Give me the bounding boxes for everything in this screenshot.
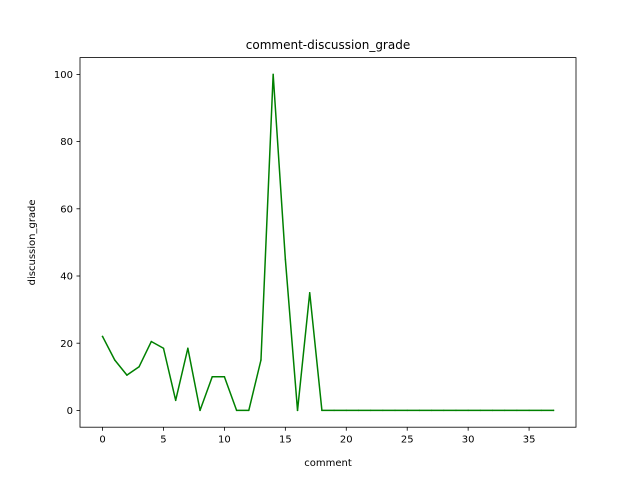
- data-point: [235, 409, 238, 412]
- data-point: [552, 409, 555, 412]
- data-point: [223, 376, 226, 378]
- y-tick-label: 0: [67, 406, 73, 417]
- data-point: [394, 409, 396, 412]
- data-point: [113, 359, 116, 361]
- data-point: [516, 409, 518, 412]
- data-point: [479, 409, 482, 412]
- data-point: [369, 409, 372, 412]
- x-tick-label: 30: [462, 435, 475, 446]
- x-tick-label: 35: [523, 435, 536, 446]
- data-point: [430, 409, 433, 412]
- series-line-0: [101, 73, 555, 412]
- data-point: [162, 347, 165, 349]
- plot-area: [101, 73, 555, 412]
- data-point: [406, 409, 408, 412]
- data-point: [260, 359, 262, 361]
- axes-frame: [79, 57, 577, 428]
- data-point: [382, 409, 384, 412]
- chart-title: comment-discussion_grade: [246, 38, 410, 52]
- data-point: [211, 376, 213, 378]
- data-point: [248, 409, 250, 412]
- axis-ticks: 0 5 10 15 20 25 30 35 0 20 40 60 80 100: [54, 70, 536, 446]
- y-tick-label: 80: [60, 137, 73, 148]
- x-tick-label: 10: [218, 435, 231, 446]
- data-point: [528, 409, 530, 412]
- x-axis-label: comment: [304, 458, 352, 469]
- data-point: [491, 409, 494, 412]
- data-point: [418, 409, 421, 412]
- y-tick-label: 60: [60, 204, 73, 215]
- data-point: [357, 409, 360, 412]
- data-point: [443, 409, 445, 412]
- data-point: [308, 292, 311, 294]
- data-point: [467, 409, 469, 412]
- x-tick-label: 15: [279, 435, 292, 446]
- y-tick-label: 20: [60, 339, 73, 350]
- data-point: [284, 258, 287, 260]
- y-tick-label: 100: [54, 70, 73, 81]
- data-point: [296, 409, 299, 412]
- data-point: [333, 409, 335, 412]
- data-point: [321, 409, 323, 412]
- data-point: [187, 347, 189, 349]
- x-tick-label: 20: [340, 435, 353, 446]
- data-point: [101, 335, 104, 338]
- x-tick-label: 5: [160, 435, 166, 446]
- data-point: [503, 409, 506, 412]
- data-point: [272, 73, 274, 76]
- data-point: [455, 409, 457, 412]
- data-point: [540, 409, 543, 412]
- x-tick-label: 0: [99, 435, 105, 446]
- data-point: [138, 365, 140, 368]
- y-tick-label: 40: [60, 272, 73, 283]
- x-tick-label: 25: [401, 435, 414, 446]
- data-point: [199, 409, 201, 412]
- y-axis-label: discussion_grade: [27, 199, 38, 285]
- data-point: [126, 374, 128, 376]
- data-point: [174, 399, 177, 402]
- data-point: [345, 409, 348, 412]
- data-point: [150, 340, 153, 343]
